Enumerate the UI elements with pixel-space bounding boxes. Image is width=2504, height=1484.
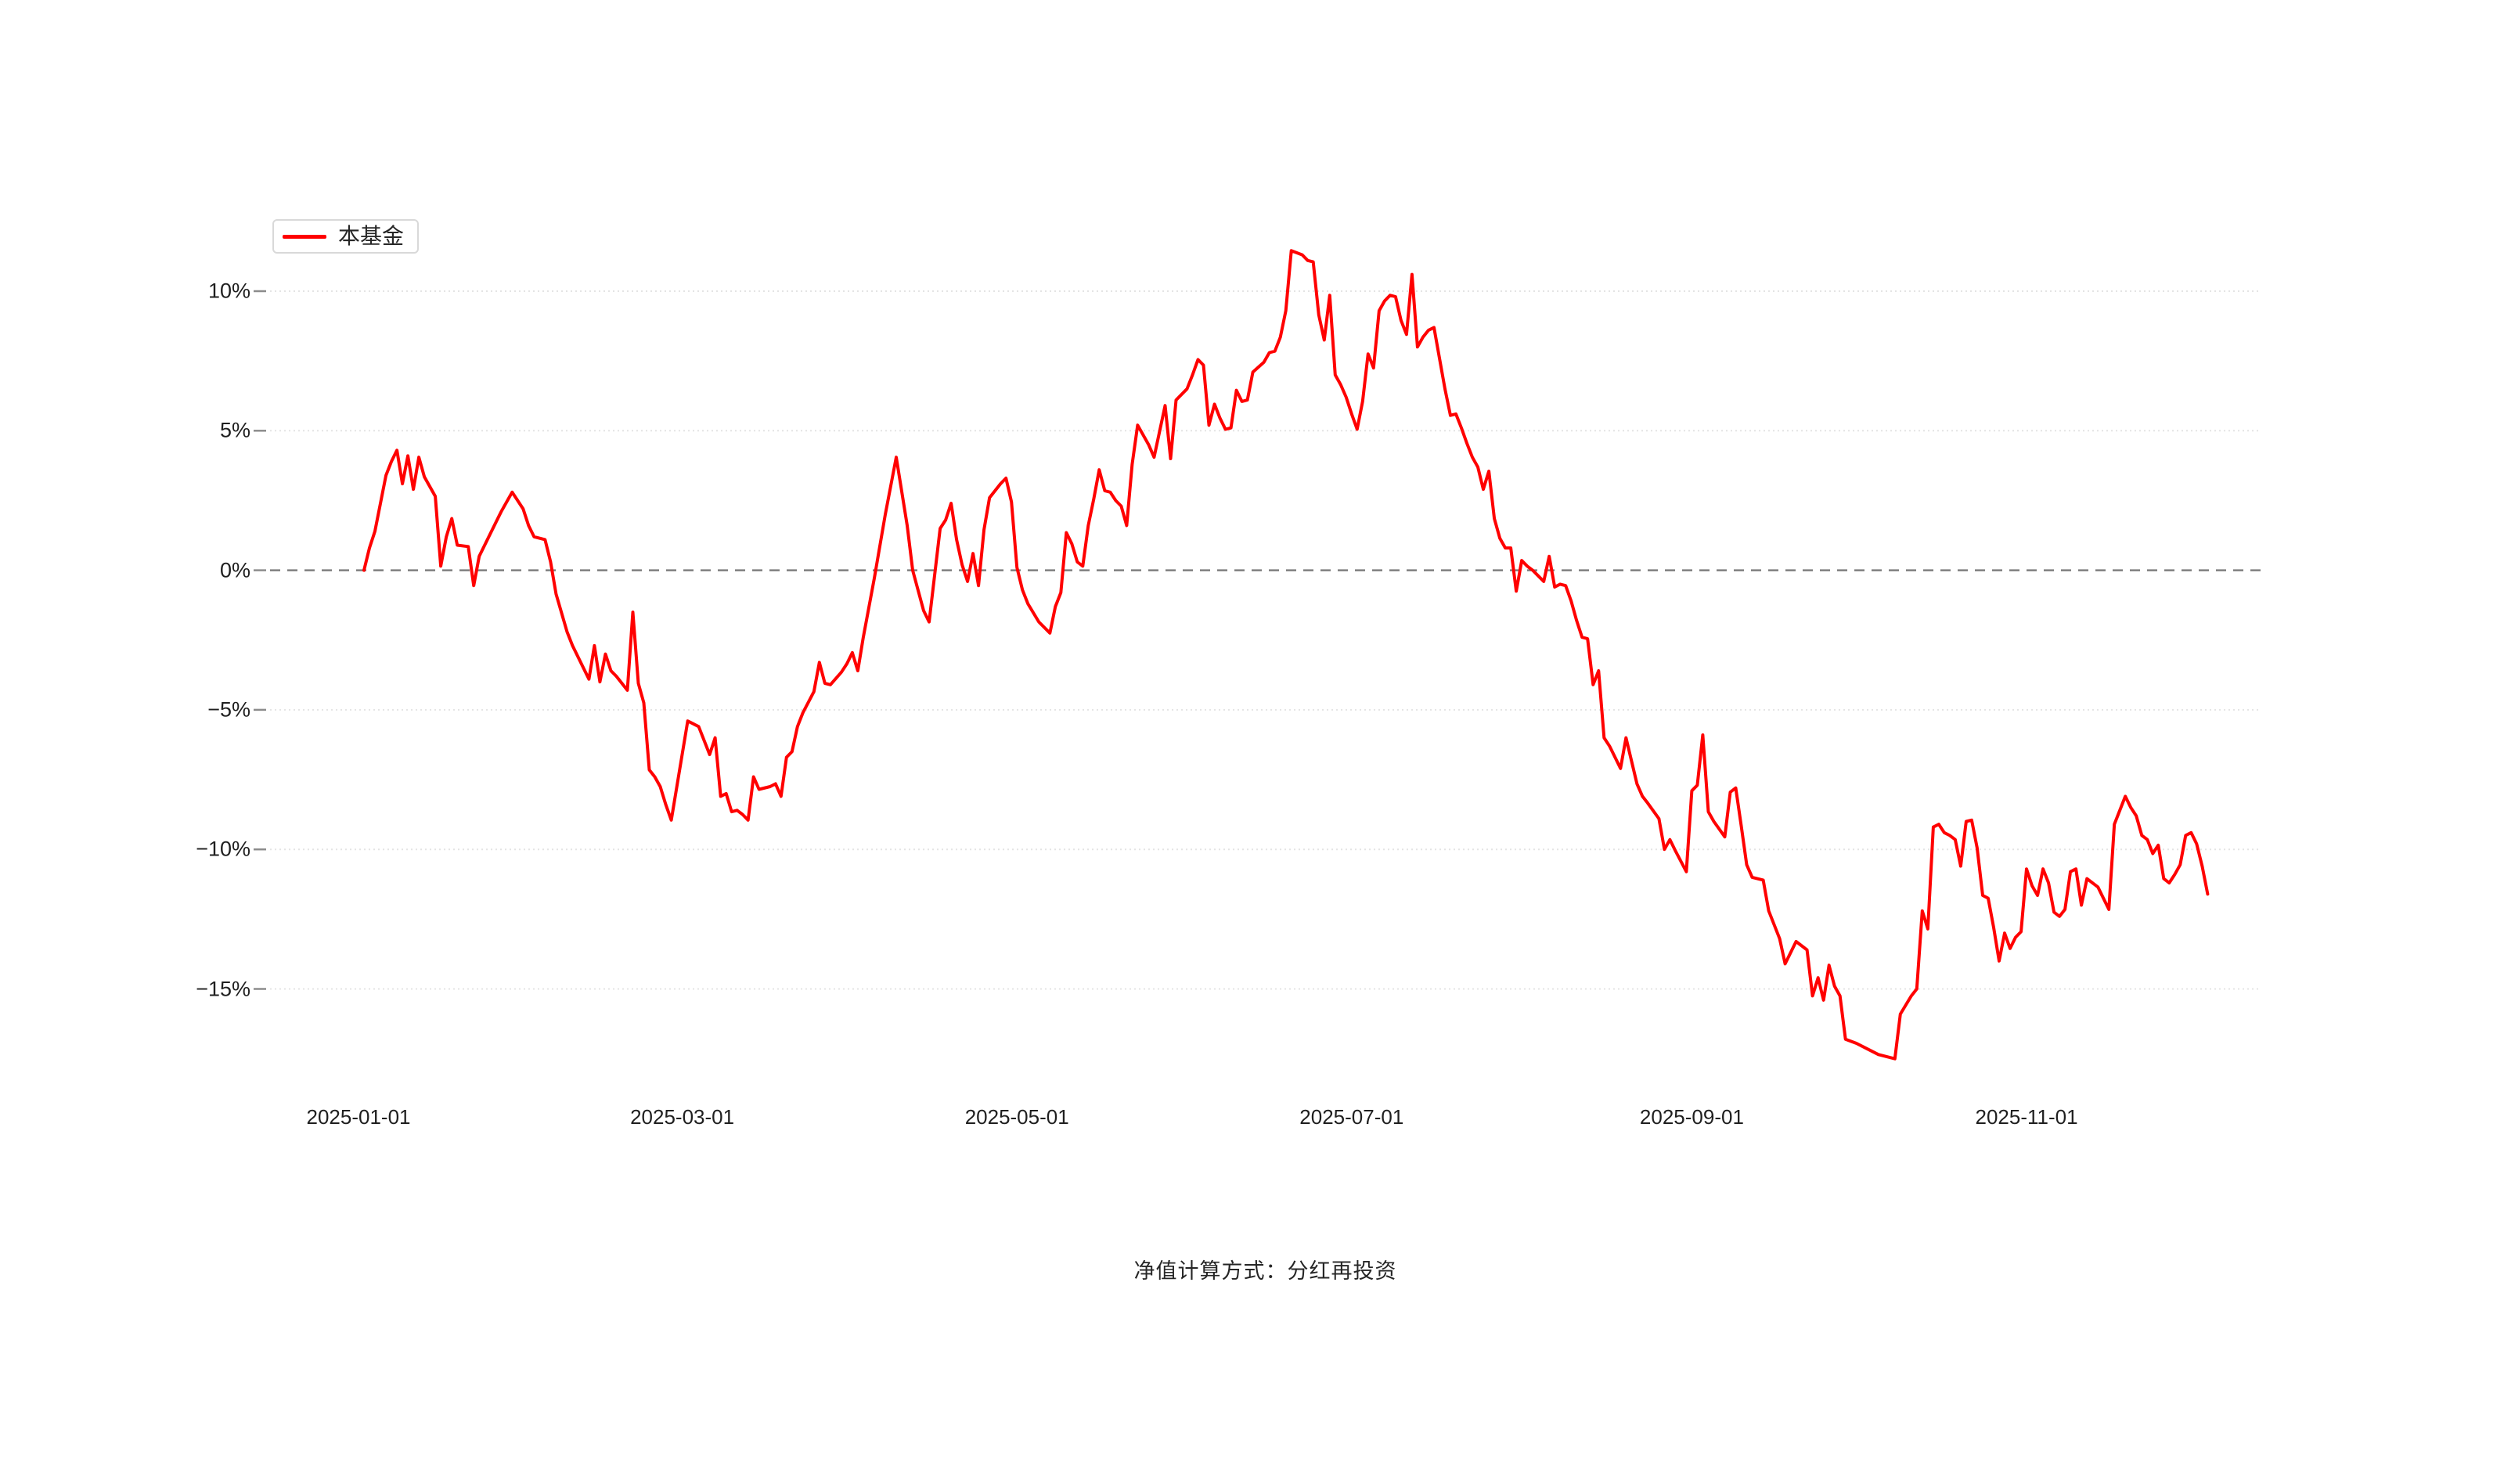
x-axis-label: 2025-05-01 [964, 1105, 1069, 1129]
y-axis-label: 10% [207, 279, 250, 303]
fund-line-series [362, 249, 2210, 1061]
y-axis-label: −15% [196, 977, 250, 1000]
x-axis-label: 2025-07-01 [1299, 1105, 1404, 1129]
legend-label: 本基金 [338, 224, 405, 248]
legend-item-fund[interactable]: 本基金 [272, 219, 420, 254]
legend-line-swatch [283, 234, 326, 239]
net-value-method-note: 净值计算方式：分红再投资 [1133, 1259, 1397, 1283]
y-axis-label: −10% [196, 837, 250, 861]
plot-area[interactable] [270, 235, 2261, 1096]
x-axis-label: 2025-11-01 [1975, 1105, 2078, 1129]
x-axis-label: 2025-03-01 [630, 1105, 735, 1129]
y-axis-label: 5% [219, 418, 250, 442]
y-axis-label: 0% [219, 558, 250, 582]
y-axis-label: −5% [207, 697, 250, 722]
x-axis-label: 2025-01-01 [306, 1105, 411, 1129]
x-axis-label: 2025-09-01 [1639, 1105, 1744, 1129]
